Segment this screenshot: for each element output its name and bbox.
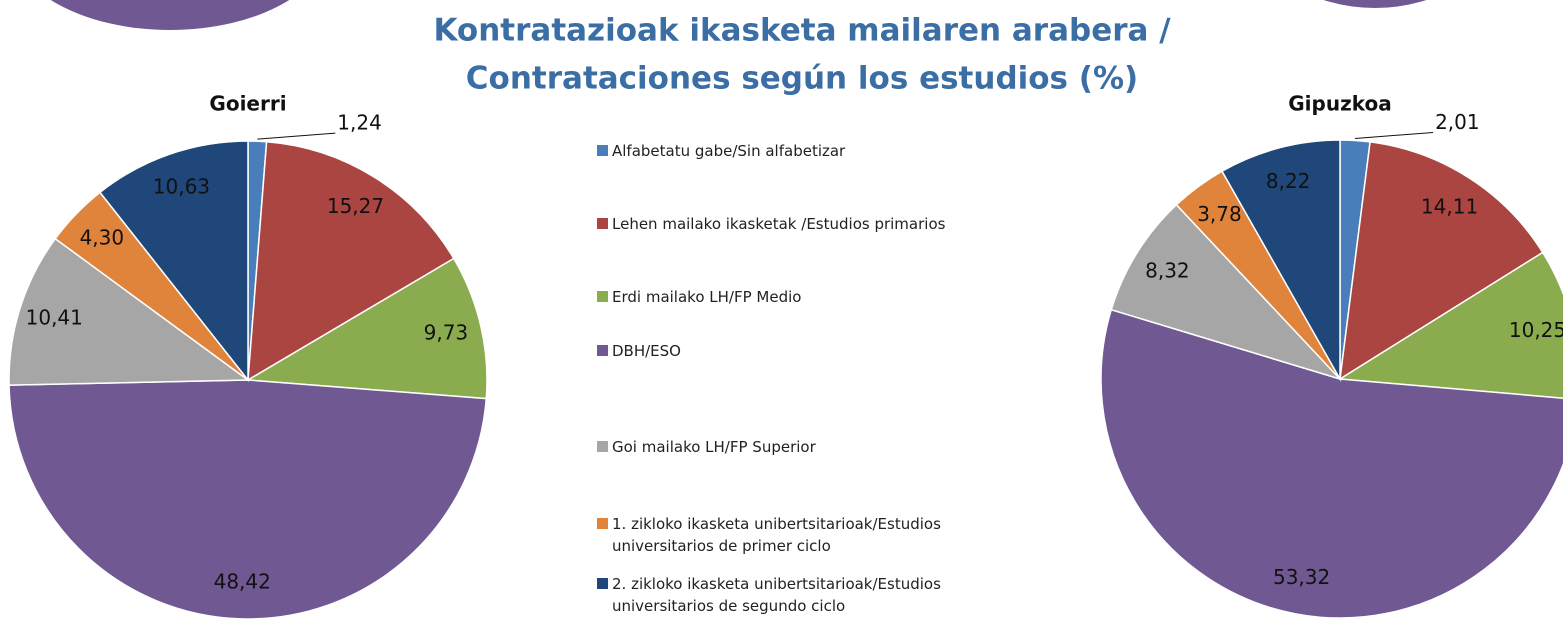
legend-item: Goi mailako LH/FP Superior: [597, 436, 997, 458]
data-label: 8,32: [1145, 258, 1190, 282]
data-label: 8,22: [1266, 169, 1311, 193]
data-label: 48,42: [214, 570, 271, 594]
legend-item: Lehen mailako ikasketak /Estudios primar…: [597, 213, 997, 235]
legend-label: Goi mailako LH/FP Superior: [612, 438, 816, 456]
legend-swatch: [597, 518, 608, 529]
data-label: 4,30: [80, 225, 125, 249]
data-label: 15,27: [327, 194, 384, 218]
pie-title: Gipuzkoa: [1288, 92, 1391, 116]
data-label: 1,24: [337, 111, 382, 135]
data-label: 10,41: [26, 305, 83, 329]
pie-slice: [1337, 251, 1563, 399]
legend-item: Alfabetatu gabe/Sin alfabetizar: [597, 140, 997, 162]
data-label: 10,25: [1509, 318, 1563, 342]
data-label: 2,01: [1435, 110, 1480, 134]
legend-item: 2. zikloko ikasketa unibertsitarioak/Est…: [597, 573, 997, 617]
pie-slice: [1100, 308, 1563, 619]
pie-slice: [245, 257, 488, 400]
legend-label: Lehen mailako ikasketak /Estudios primar…: [612, 215, 946, 233]
data-label: 53,32: [1273, 565, 1330, 589]
legend-swatch: [597, 441, 608, 452]
data-label: 9,73: [424, 321, 469, 345]
data-label: 3,78: [1197, 202, 1242, 226]
decor-shape: [50, 0, 290, 30]
legend-item: DBH/ESO: [597, 340, 997, 362]
legend-swatch: [597, 291, 608, 302]
data-label: 14,11: [1421, 194, 1478, 218]
chart-title: Kontratazioak ikasketa mailaren arabera …: [433, 13, 1171, 49]
legend-label: 1. zikloko ikasketa unibertsitarioak/Est…: [612, 515, 941, 555]
decor-shape: [1323, 0, 1427, 8]
legend-swatch: [597, 145, 608, 156]
pie-slice: [8, 237, 251, 386]
data-label: 10,63: [153, 175, 210, 199]
legend-label: Erdi mailako LH/FP Medio: [612, 288, 802, 306]
legend-swatch: [597, 345, 608, 356]
pie-slice: [247, 140, 455, 382]
pie-slice: [8, 379, 488, 620]
pie-slice: [1110, 203, 1343, 381]
pie-slice: [1339, 141, 1544, 381]
legend-swatch: [597, 218, 608, 229]
legend-item: 1. zikloko ikasketa unibertsitarioak/Est…: [597, 513, 997, 557]
chart-title: Contrataciones según los estudios (%): [466, 61, 1138, 97]
legend-label: Alfabetatu gabe/Sin alfabetizar: [612, 142, 846, 160]
legend-swatch: [597, 578, 608, 589]
legend-label: DBH/ESO: [612, 342, 681, 360]
pie-title: Goierri: [209, 92, 286, 116]
legend-label: 2. zikloko ikasketa unibertsitarioak/Est…: [612, 575, 941, 615]
leader-line: [1355, 131, 1434, 139]
legend-item: Erdi mailako LH/FP Medio: [597, 286, 997, 308]
leader-line: [257, 132, 336, 140]
pie-slice: [1220, 139, 1341, 382]
pie-slice: [98, 140, 249, 383]
